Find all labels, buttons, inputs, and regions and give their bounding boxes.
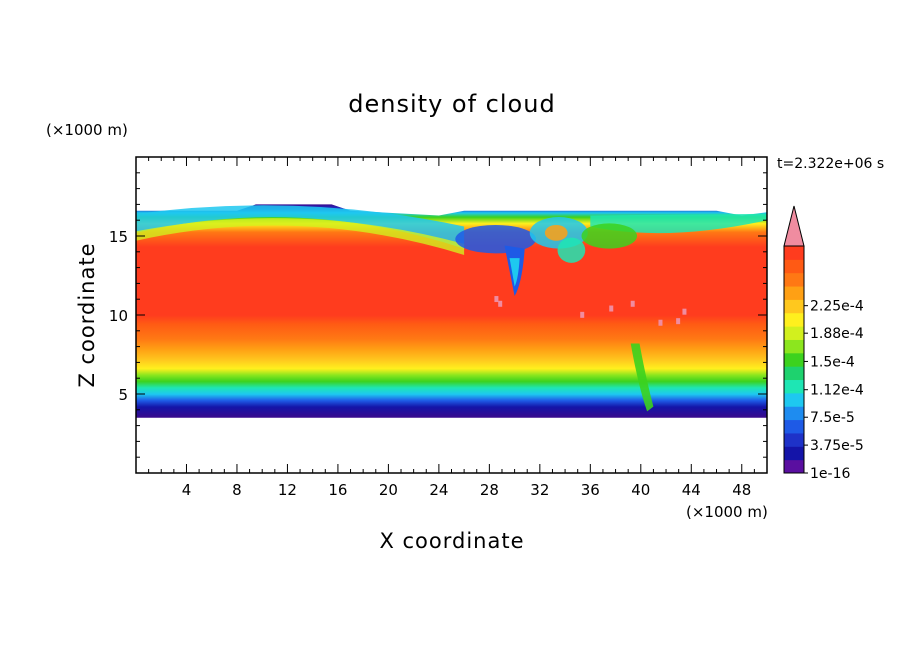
- x-axis-label: X coordinate: [379, 529, 524, 553]
- colorbar-swatch: [784, 419, 804, 434]
- x-tick-label: 16: [328, 481, 347, 499]
- x-tick-label: 36: [581, 481, 600, 499]
- y-tick-label: 15: [109, 228, 128, 246]
- x-tick-label: 32: [530, 481, 549, 499]
- x-tick-label: 4: [182, 481, 192, 499]
- colorbar-label: 3.75e-5: [810, 438, 864, 454]
- colorbar-swatch: [784, 366, 804, 381]
- time-label: t=2.322e+06 s: [777, 156, 884, 172]
- x-tick-label: 12: [278, 481, 297, 499]
- x-axis-ticks: 4 8 12 16 20 24 28 32 36 40 44 48: [148, 157, 755, 499]
- eddy: [544, 224, 568, 241]
- cloud-top-band: [590, 213, 767, 234]
- x-tick-label: 24: [429, 481, 448, 499]
- colorbar-swatch: [784, 339, 804, 354]
- x-tick-label: 20: [379, 481, 398, 499]
- max-density-speck: [580, 311, 585, 318]
- x-tick-label: 44: [682, 481, 701, 499]
- colorbar-frame: [783, 245, 805, 474]
- y-tick-label: 10: [109, 307, 128, 325]
- max-density-speck: [682, 308, 687, 315]
- max-density-speck: [494, 296, 499, 303]
- y-unit-label: (×1000 m): [46, 121, 128, 139]
- colorbar-label: 1.88e-4: [810, 326, 864, 342]
- x-tick-label: 28: [480, 481, 499, 499]
- colorbar-label: 1.12e-4: [810, 383, 864, 399]
- colorbar-swatch: [784, 272, 804, 287]
- cloud-top-band: [136, 205, 465, 249]
- colorbar-label: 7.5e-5: [810, 410, 855, 426]
- plume: [509, 258, 520, 287]
- colorbar-swatch: [784, 459, 804, 474]
- colorbar-swatch: [784, 326, 804, 340]
- x-tick-label: 40: [631, 481, 650, 499]
- max-density-speck: [658, 319, 663, 326]
- colorbar-extend-triangle: [783, 205, 805, 247]
- colorbar-swatch: [784, 312, 804, 327]
- cloud-density-field: [136, 204, 767, 418]
- cloud-top-band: [136, 218, 465, 255]
- max-density-speck: [630, 300, 635, 307]
- colorbar-label: 1.5e-4: [810, 354, 855, 370]
- colorbar-swatch: [784, 259, 804, 274]
- max-density-speck: [609, 305, 614, 312]
- eddy: [455, 224, 537, 254]
- colorbar-swatch: [784, 406, 804, 421]
- y-axis-label: Z coordinate: [75, 242, 99, 387]
- y-tick-label: 5: [118, 386, 128, 404]
- colorbar-swatch: [784, 352, 804, 367]
- colorbar-label: 1e-16: [810, 466, 850, 482]
- colorbar: 1e-16 3.75e-5 7.5e-5 1.12e-4 1.5e-4 1.88e-4 2.…: [783, 205, 864, 482]
- max-density-speck: [676, 318, 681, 325]
- colorbar-swatch: [784, 392, 804, 407]
- colorbar-label: 2.25e-4: [810, 299, 864, 315]
- colorbar-swatch: [784, 432, 804, 447]
- y-axis-ticks: 5 10 15: [109, 172, 767, 458]
- x-unit-label: (×1000 m): [686, 503, 768, 521]
- colorbar-swatch: [784, 299, 804, 314]
- colorbar-swatch: [784, 246, 804, 260]
- cloud-layer: [136, 204, 767, 418]
- max-density-speck: [498, 300, 503, 307]
- colorbar-swatch: [784, 379, 804, 394]
- updraft: [630, 343, 654, 412]
- colorbar-swatch: [784, 286, 804, 300]
- chart-title: density of cloud: [348, 90, 555, 118]
- x-tick-label: 48: [732, 481, 751, 499]
- eddy: [581, 223, 638, 249]
- x-tick-label: 8: [232, 481, 242, 499]
- colorbar-swatch: [784, 446, 804, 461]
- eddy: [557, 237, 586, 263]
